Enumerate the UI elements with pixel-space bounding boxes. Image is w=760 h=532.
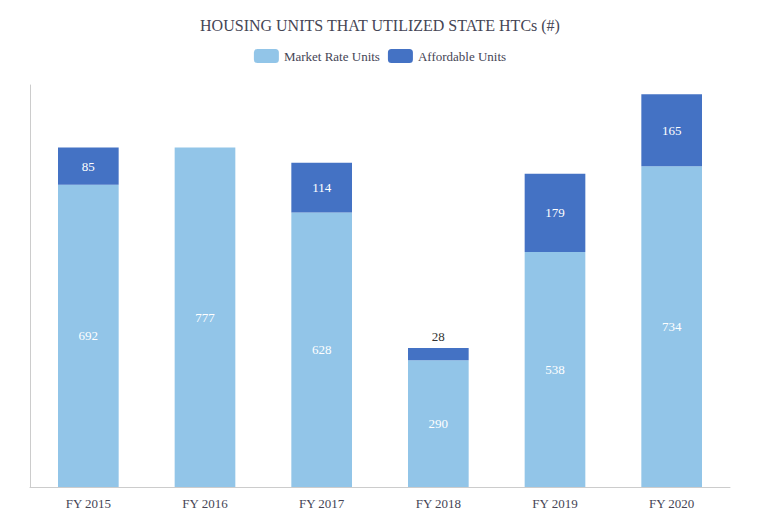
svg-text:538: 538: [545, 362, 565, 377]
svg-text:179: 179: [545, 205, 565, 220]
svg-text:FY 2015: FY 2015: [66, 496, 111, 511]
svg-text:Market Rate Units: Market Rate Units: [284, 49, 380, 64]
svg-text:HOUSING UNITS THAT UTILIZED ST: HOUSING UNITS THAT UTILIZED STATE HTCs (…: [200, 17, 560, 35]
svg-text:FY 2019: FY 2019: [532, 496, 577, 511]
svg-text:FY 2016: FY 2016: [182, 496, 228, 511]
svg-text:777: 777: [195, 310, 215, 325]
svg-text:114: 114: [312, 180, 332, 195]
svg-text:692: 692: [79, 328, 99, 343]
svg-text:85: 85: [82, 159, 95, 174]
svg-text:FY 2018: FY 2018: [416, 496, 461, 511]
svg-text:28: 28: [432, 329, 445, 344]
svg-text:734: 734: [662, 319, 682, 334]
svg-text:FY 2020: FY 2020: [649, 496, 694, 511]
svg-text:628: 628: [312, 342, 332, 357]
svg-text:290: 290: [429, 416, 449, 431]
svg-text:165: 165: [662, 123, 682, 138]
svg-text:Affordable Units: Affordable Units: [418, 49, 506, 64]
svg-text:FY 2017: FY 2017: [299, 496, 345, 511]
